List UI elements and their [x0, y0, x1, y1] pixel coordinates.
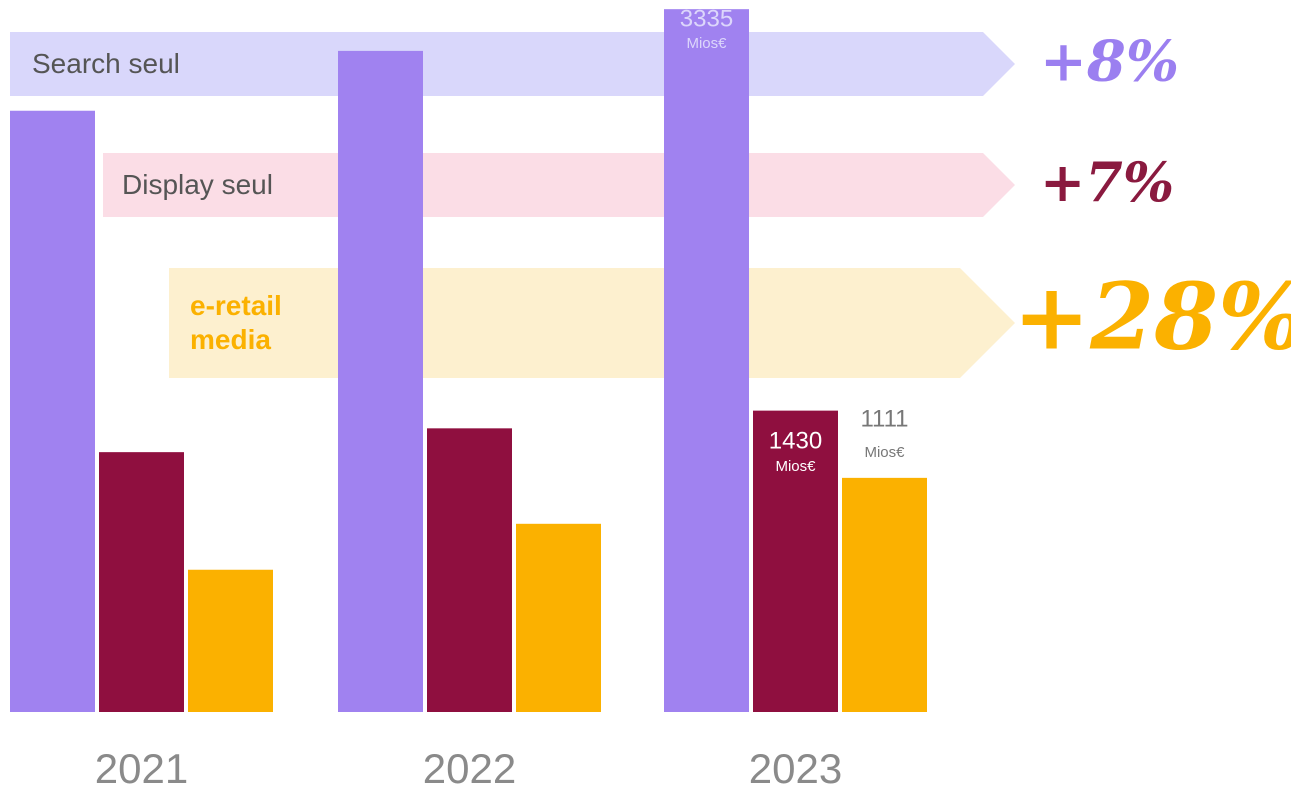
bar [188, 569, 273, 712]
value-unit: Mios€ [775, 458, 816, 475]
x-tick-label: 2023 [749, 745, 842, 792]
bar [842, 477, 927, 712]
bar [664, 9, 749, 712]
value-unit: Mios€ [864, 444, 905, 461]
bar [753, 410, 838, 712]
growth: +7% [1040, 150, 1174, 214]
value-label: 1430 [769, 427, 822, 454]
banner [10, 32, 1015, 96]
bar [516, 523, 601, 712]
series-label: e-retail media [190, 290, 282, 355]
series-label: Display seul [122, 169, 273, 200]
growth: +8% [1040, 29, 1179, 95]
value-unit: Mios€ [686, 35, 727, 52]
series-label: Search seul [32, 48, 180, 79]
growth: +28% [1013, 263, 1291, 371]
bar [427, 428, 512, 712]
banner [103, 153, 1015, 217]
x-tick-label: 2021 [95, 745, 188, 792]
value-label: 1111 [860, 405, 908, 432]
bar [99, 452, 184, 712]
value-label: 3335 [680, 5, 733, 32]
x-tick-label: 2022 [423, 745, 516, 792]
bar [10, 110, 95, 712]
bar [338, 50, 423, 712]
